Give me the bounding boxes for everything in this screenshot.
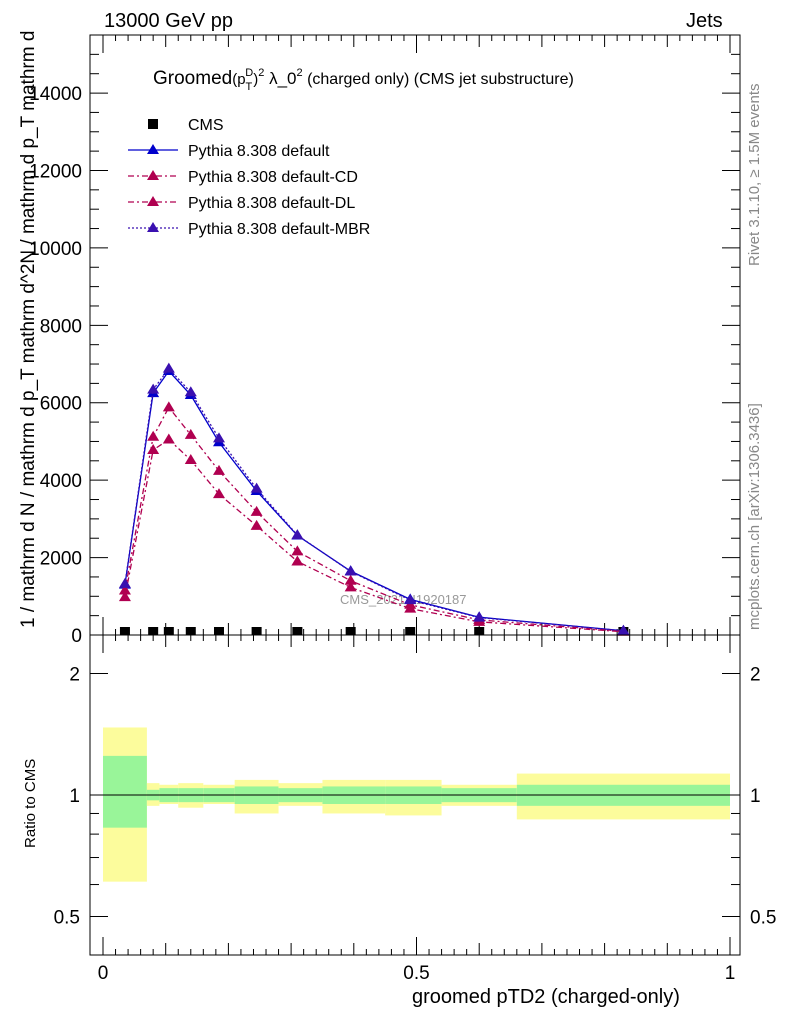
legend-marker-2 bbox=[147, 170, 159, 180]
series-marker-4 bbox=[291, 529, 304, 540]
series-marker-2 bbox=[250, 505, 263, 516]
y-tick-label: 14000 bbox=[29, 84, 82, 105]
ratio-y-tick-label-right: 2 bbox=[750, 665, 761, 686]
cms-data-point bbox=[163, 627, 174, 635]
x-axis-label: groomed pTD2 (charged-only) bbox=[412, 986, 680, 1008]
x-tick-label: 1 bbox=[725, 963, 736, 984]
series-marker-4 bbox=[212, 432, 225, 443]
cms-data-point bbox=[474, 627, 485, 635]
series-marker-3 bbox=[162, 433, 175, 444]
ratio-y-tick-label: 1 bbox=[69, 786, 80, 807]
series-marker-4 bbox=[184, 386, 197, 397]
series-line-4 bbox=[124, 367, 624, 632]
ratio-panel: 0.5 0.51 12 2 0 0.5 1 bbox=[54, 634, 777, 984]
legend-label-4: Pythia 8.308 default-MBR bbox=[188, 221, 370, 238]
main-y-axis-label: 1 / mathrm d N / mathrm d p_T mathrm d^2… bbox=[18, 28, 39, 628]
x-tick-label: 0.5 bbox=[403, 963, 429, 984]
y-tick-label: 12000 bbox=[29, 161, 82, 182]
series-marker-2 bbox=[291, 545, 304, 556]
cms-data-point bbox=[345, 627, 356, 635]
y-tick-label: 0 bbox=[71, 626, 82, 647]
main-y-axis: 0 2000 4000 6000 8000 10000 12000 14000 bbox=[29, 53, 740, 647]
series-marker-2 bbox=[147, 430, 160, 441]
analysis-watermark: CMS_2021_I1920187 bbox=[340, 592, 467, 607]
y-tick-label: 2000 bbox=[40, 549, 82, 570]
ratio-y-tick-label: 0.5 bbox=[54, 908, 80, 929]
title-base: (p bbox=[232, 71, 245, 88]
series-marker-3 bbox=[147, 443, 160, 454]
series-marker-4 bbox=[162, 362, 175, 373]
series-marker-4 bbox=[473, 611, 486, 622]
ratio-x-axis: 0 0.5 1 bbox=[98, 635, 736, 984]
header-right: Jets bbox=[686, 10, 723, 32]
cms-data-point bbox=[292, 627, 303, 635]
series-marker-4 bbox=[118, 577, 131, 588]
y-tick-label: 8000 bbox=[40, 316, 82, 337]
series-marker-4 bbox=[404, 594, 417, 605]
legend-label-2: Pythia 8.308 default-CD bbox=[188, 169, 358, 186]
ratio-band-inner bbox=[103, 755, 147, 828]
series-marker-4 bbox=[147, 383, 160, 394]
ratio-y-axis: 0.5 0.5 1 1 2 2 bbox=[54, 665, 777, 929]
title-close: ) bbox=[253, 71, 258, 88]
title-sup2: 2 bbox=[258, 67, 264, 79]
title-sup: D bbox=[245, 67, 253, 79]
series-marker-3 bbox=[212, 488, 225, 499]
ratio-y-tick-label-right: 0.5 bbox=[750, 908, 776, 929]
y-tick-label: 6000 bbox=[40, 394, 82, 415]
series-marker-3 bbox=[184, 454, 197, 465]
main-series-group bbox=[118, 362, 630, 636]
legend-label-3: Pythia 8.308 default-DL bbox=[188, 195, 355, 212]
series-marker-2 bbox=[118, 584, 131, 595]
series-marker-3 bbox=[344, 581, 357, 592]
cms-data-point bbox=[185, 627, 196, 635]
y-tick-label: 10000 bbox=[29, 239, 82, 260]
series-marker-3 bbox=[250, 519, 263, 530]
legend-label-0: CMS bbox=[188, 117, 224, 134]
x-tick-label: 0 bbox=[98, 963, 109, 984]
legend-marker-3 bbox=[147, 196, 159, 206]
series-marker-4 bbox=[250, 482, 263, 493]
cms-data-point bbox=[213, 627, 224, 635]
title-sup3: 2 bbox=[297, 67, 303, 79]
cms-data-point bbox=[251, 627, 262, 635]
series-marker-3 bbox=[118, 591, 131, 602]
series-marker-2 bbox=[212, 464, 225, 475]
ratio-y-tick-label-right: 1 bbox=[750, 786, 761, 807]
series-marker-4 bbox=[617, 624, 630, 635]
series-marker-3 bbox=[404, 602, 417, 613]
chart-title: Groomed(pTD)2 λ_02 (charged only) (CMS j… bbox=[153, 67, 574, 93]
series-line-3 bbox=[124, 438, 624, 633]
y-tick-label: 4000 bbox=[40, 471, 82, 492]
ratio-bands bbox=[103, 727, 730, 882]
series-marker-3 bbox=[291, 555, 304, 566]
legend-label-1: Pythia 8.308 default bbox=[188, 143, 330, 160]
series-marker-2 bbox=[344, 574, 357, 585]
main-panel: 0 2000 4000 6000 8000 10000 12000 14000 CMS_202… bbox=[29, 34, 741, 647]
ratio-y-tick-label: 2 bbox=[69, 665, 80, 686]
cms-data-point bbox=[148, 627, 159, 635]
legend: CMS Pythia 8.308 default Pythia 8.308 defa… bbox=[128, 117, 370, 238]
legend-marker-1 bbox=[147, 144, 159, 154]
ratio-y-axis-label: Ratio to CMS bbox=[22, 758, 39, 848]
title-lambda: λ_0 bbox=[264, 69, 296, 88]
main-x-axis bbox=[102, 35, 731, 635]
title-sub: T bbox=[246, 81, 253, 93]
cms-data-point bbox=[119, 627, 130, 635]
series-marker-2 bbox=[162, 401, 175, 412]
legend-marker-4 bbox=[147, 222, 159, 232]
legend-marker-cms bbox=[148, 119, 158, 129]
title-rest: (charged only) (CMS jet substructure) bbox=[303, 71, 574, 88]
header-left: 13000 GeV pp bbox=[104, 10, 233, 32]
title-groomed: Groomed bbox=[153, 68, 232, 89]
mcplots-label: mcplots.cern.ch [arXiv:1306.3436] bbox=[746, 403, 763, 630]
series-marker-2 bbox=[184, 428, 197, 439]
rivet-version-label: Rivet 3.1.10, ≥ 1.5M events bbox=[746, 83, 763, 267]
cms-data-point bbox=[405, 627, 416, 635]
series-marker-4 bbox=[344, 565, 357, 576]
